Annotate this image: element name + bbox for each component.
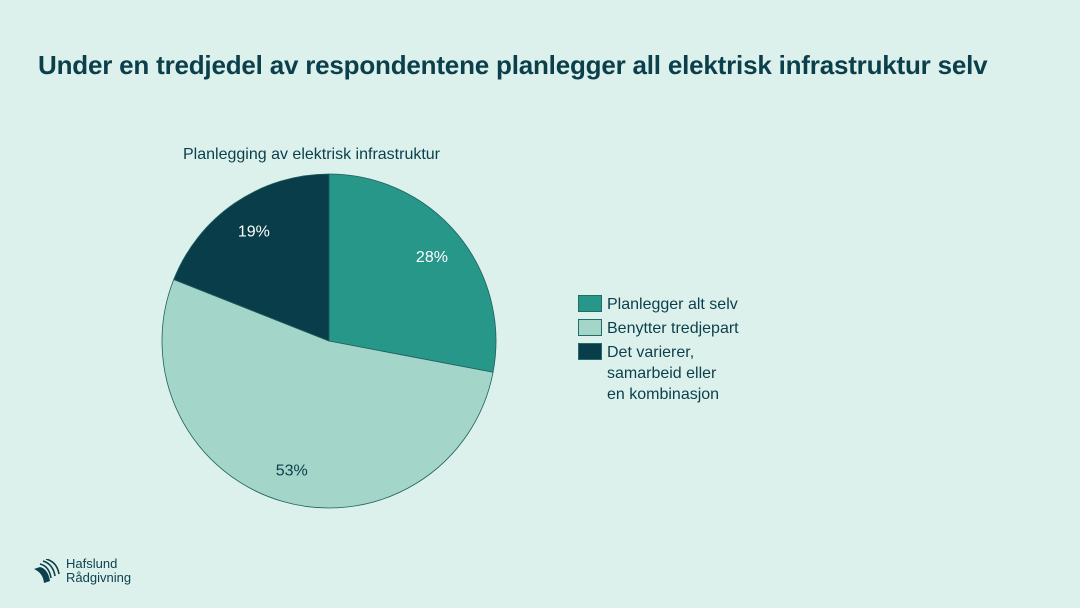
legend-label: Det varierer, samarbeid eller en kombina… (607, 344, 720, 403)
slice-label: 28% (416, 249, 448, 266)
brand-line1: Hafslund (66, 556, 118, 571)
legend-label: Benytter tredjepart (607, 320, 739, 337)
legend-label: Planlegger alt selv (607, 296, 738, 313)
hafslund-logo-icon (34, 559, 60, 583)
brand-logo: Hafslund Rådgivning (34, 557, 131, 585)
legend-item: Planlegger alt selv (578, 294, 739, 315)
chart-title: Planlegging av elektrisk infrastruktur (183, 146, 441, 163)
pie-slice (173, 173, 330, 342)
legend-item: Det varierer, samarbeid eller en kombina… (578, 342, 739, 405)
brand-line2: Rådgivning (66, 570, 132, 585)
legend-swatch (578, 319, 602, 336)
legend-item: Benytter tredjepart (578, 318, 739, 339)
legend-swatch (578, 295, 602, 312)
page-title: Under en tredjedel av respondentene plan… (38, 50, 988, 80)
legend-swatch (578, 343, 602, 360)
pie-slice (328, 173, 497, 373)
legend: Planlegger alt selv Benytter tredjepart De… (578, 294, 739, 408)
pie-slice (161, 279, 494, 509)
slice-label: 19% (238, 224, 270, 241)
slice-label: 53% (276, 462, 308, 479)
